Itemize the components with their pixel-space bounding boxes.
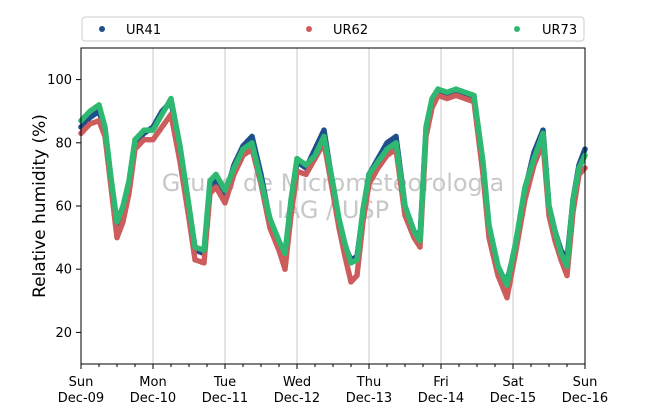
legend-label-ur73: UR73 (542, 23, 577, 38)
legend-box (81, 16, 585, 42)
data-points (78, 86, 588, 301)
x-tick-label-day: Wed (283, 375, 311, 390)
x-tick-label-date: Dec-12 (274, 391, 320, 406)
y-axis: 20 40 60 80 100 (47, 73, 81, 341)
y-axis-label: Relative humidity (%) (30, 114, 50, 298)
x-tick-label-date: Dec-09 (58, 391, 104, 406)
legend-label-ur62: UR62 (333, 23, 368, 38)
x-tick-label-date: Dec-15 (490, 391, 536, 406)
x-tick-label-day: Tue (213, 375, 236, 390)
x-tick-label-day: Sat (502, 375, 523, 390)
legend-marker-ur62 (306, 26, 312, 32)
x-tick-label-day: Fri (433, 375, 449, 390)
legend-marker-ur73 (514, 26, 520, 32)
y-tick-label: 20 (55, 326, 72, 341)
x-tick-label-day: Mon (139, 375, 166, 390)
legend-marker-ur41 (99, 26, 105, 32)
x-tick-label-day: Sun (69, 375, 94, 390)
x-axis: SunDec-09MonDec-10TueDec-11WedDec-12ThuD… (58, 364, 608, 406)
x-tick-label-date: Dec-13 (346, 391, 392, 406)
x-tick-label-date: Dec-14 (418, 391, 464, 406)
y-tick-label: 100 (47, 73, 72, 88)
x-tick-label-day: Thu (356, 375, 381, 390)
x-tick-label-date: Dec-10 (130, 391, 176, 406)
legend-label-ur41: UR41 (126, 23, 161, 38)
x-tick-label-date: Dec-11 (202, 391, 248, 406)
vertical-grid (152, 48, 514, 364)
y-tick-label: 40 (55, 263, 72, 278)
legend: UR41 UR62 UR73 (81, 16, 585, 42)
series-ur73 (78, 86, 588, 288)
x-tick-label-date: Dec-16 (562, 391, 608, 406)
x-tick-label-day: Sun (573, 375, 598, 390)
y-tick-label: 60 (55, 200, 72, 215)
y-tick-label: 80 (55, 136, 72, 151)
